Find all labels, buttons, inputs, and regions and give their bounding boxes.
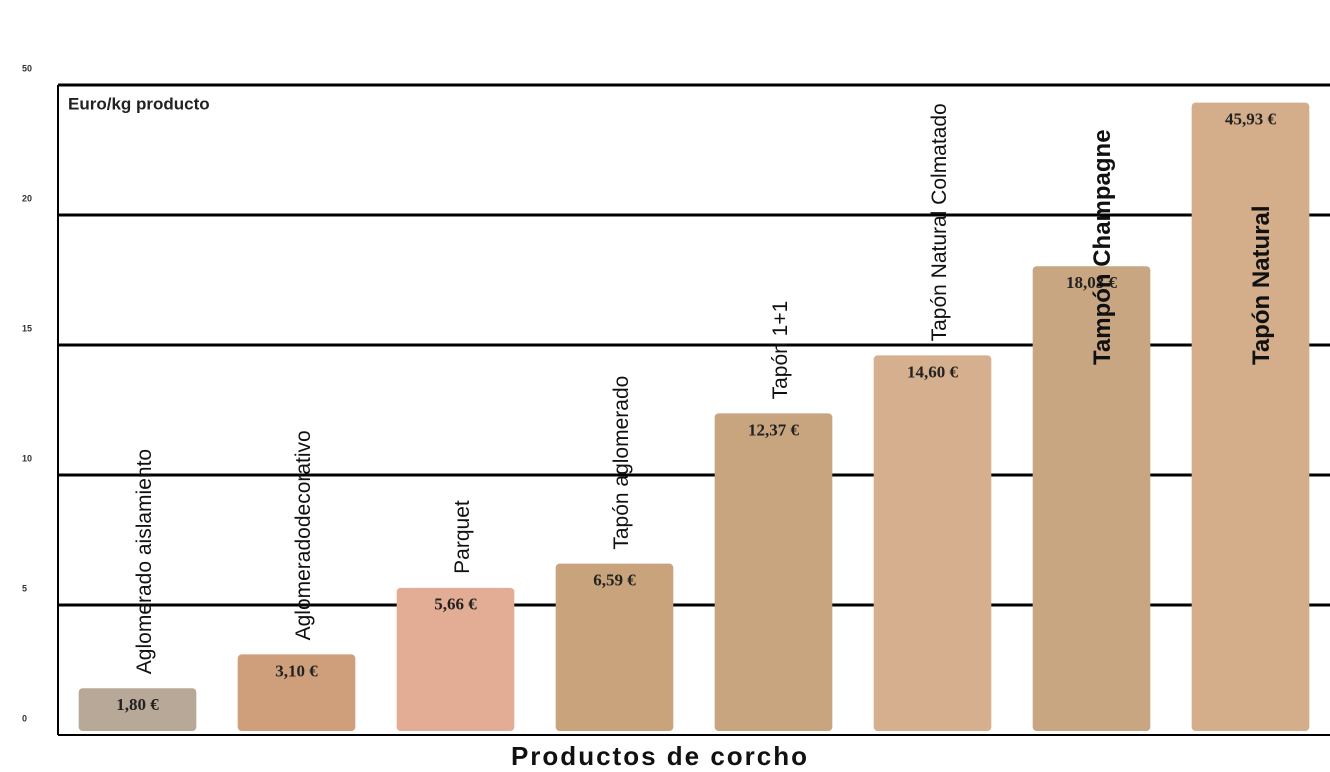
value-label: 1,80 € (116, 695, 159, 714)
bar (78, 688, 197, 731)
bar (237, 654, 356, 731)
bar (555, 563, 674, 731)
y-axis-label: Euro/kg producto (68, 94, 210, 113)
y-tick-label: 15 (22, 323, 32, 333)
x-axis-label: Productos de corcho (511, 741, 809, 771)
category-label: Tapón Natural Colmatado (928, 103, 951, 341)
value-label: 12,37 € (748, 420, 800, 439)
bar (396, 587, 515, 731)
category-label: Aglomerado aislamiento (133, 449, 156, 674)
y-tick-label: 10 (22, 453, 32, 463)
y-tick-label: 5 (22, 583, 27, 593)
value-label: 5,66 € (434, 595, 477, 614)
value-label: 45,93 € (1225, 110, 1277, 129)
category-label: Tapón aglomerado (610, 376, 633, 550)
value-label: 14,60 € (907, 362, 959, 381)
category-label: Aglomeradodecorativo (292, 430, 315, 640)
bar (1191, 102, 1310, 732)
value-label: 3,10 € (275, 661, 318, 680)
category-label: Tapón Natural (1248, 205, 1275, 365)
bar (714, 413, 833, 731)
bar (873, 355, 992, 731)
y-tick-label: 0 (22, 713, 27, 723)
y-tick-label: 50 (22, 63, 32, 73)
category-label: Tapón 1+1 (769, 301, 792, 400)
category-label: Parquet (451, 500, 474, 574)
y-tick-label: 20 (22, 193, 32, 203)
bar (1032, 266, 1151, 731)
category-label: Tampón Champagne (1089, 129, 1116, 365)
value-label: 6,59 € (593, 571, 636, 590)
value-label: 18,03 € (1066, 273, 1118, 292)
